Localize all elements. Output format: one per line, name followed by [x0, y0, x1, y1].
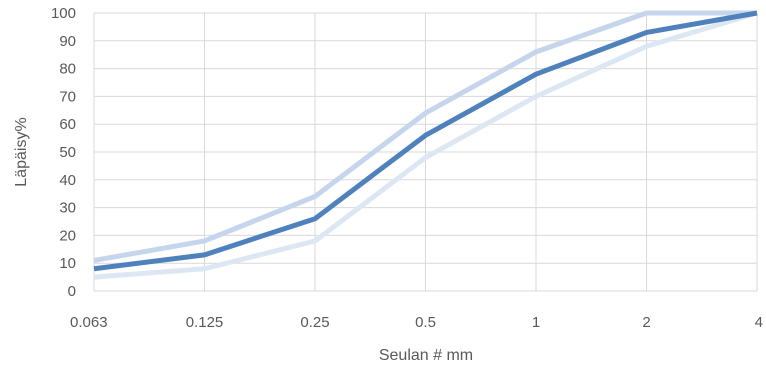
- y-gridlines: [94, 12, 757, 292]
- y-tick-label: 20: [59, 227, 76, 244]
- y-tick-label: 30: [59, 200, 76, 217]
- y-axis-title: Läpäisy%: [13, 117, 30, 186]
- x-tick-label: 1: [532, 314, 540, 331]
- y-tick-label: 60: [59, 116, 76, 133]
- x-tick-label: 2: [642, 314, 650, 331]
- x-tick-label: 0.125: [186, 314, 224, 331]
- y-tick-label: 100: [51, 5, 76, 22]
- series-lines: [93, 10, 758, 280]
- y-tick-label: 10: [59, 255, 76, 272]
- y-tick-label: 90: [59, 33, 76, 50]
- x-tick-label: 0.063: [70, 314, 108, 331]
- x-tick-label: 0.25: [300, 314, 329, 331]
- y-tick-label: 0: [68, 283, 76, 300]
- y-tick-label: 70: [59, 88, 76, 105]
- x-tick-label: 0.5: [415, 314, 436, 331]
- x-axis-title: Seulan # mm: [379, 347, 473, 364]
- series-line-1: [93, 10, 757, 263]
- y-tick-label: 40: [59, 172, 76, 189]
- series-line-3: [93, 10, 758, 272]
- x-tick-label: 4: [755, 314, 763, 331]
- x-tick-labels: 0.063 0.125 0.25 0.5 1 2 4: [70, 314, 763, 331]
- y-tick-label: 80: [59, 61, 76, 78]
- series-line-2: [93, 10, 758, 280]
- y-tick-labels: 0 10 20 30 40 50 60 70 80 90 100: [51, 5, 76, 300]
- y-tick-label: 50: [59, 144, 76, 161]
